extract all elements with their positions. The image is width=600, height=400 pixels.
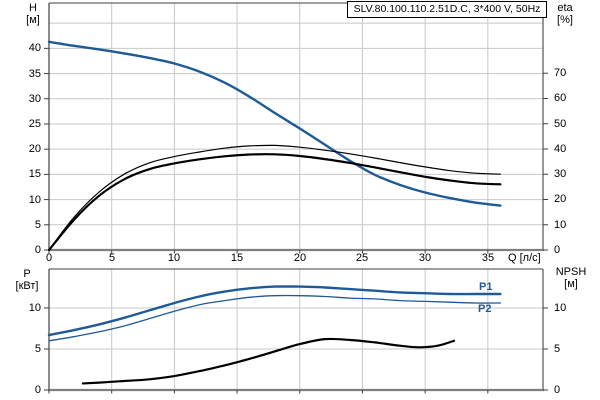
- pump-title: SLV.80.100.110.2.51D.C, 3*400 V, 50Hz: [353, 3, 541, 15]
- curve-P2: [48, 294, 502, 342]
- left-axis-tick-label: 0: [34, 384, 41, 396]
- left-axis-tick-label: 10: [28, 302, 41, 314]
- curve-NPSH: [81, 337, 456, 385]
- left-axis-tick-label: 0: [34, 244, 41, 256]
- npsh-axis-symbol: NPSH: [555, 266, 587, 278]
- h-axis-symbol: H: [29, 2, 37, 14]
- right-axis-tick-label: 20: [554, 193, 567, 205]
- left-axis-tick-label: 30: [28, 93, 41, 105]
- x-axis-tick-label: 5: [108, 252, 116, 264]
- x-axis-tick-label: 15: [230, 252, 244, 264]
- right-axis-tick-label: 5: [554, 343, 561, 355]
- left-axis-tick-label: 15: [28, 168, 41, 180]
- left-axis-tick-label: 5: [34, 219, 41, 231]
- right-axis-tick-label: 30: [554, 168, 567, 180]
- eta-axis-symbol: eta: [557, 2, 573, 14]
- x-axis-tick-label: 20: [293, 252, 307, 264]
- npsh-axis-label: NPSH [м]: [549, 266, 593, 290]
- right-axis-tick-label: 0: [554, 384, 561, 396]
- p-axis-unit: [кВт]: [15, 280, 39, 292]
- left-axis-tick-label: 5: [34, 343, 41, 355]
- curve-H: [47, 40, 502, 207]
- eta-axis-unit: [%]: [557, 14, 573, 26]
- left-axis-tick-label: 25: [28, 118, 41, 130]
- npsh-axis-unit: [м]: [564, 278, 578, 290]
- p1-curve-label: P1: [479, 281, 493, 293]
- x-axis-tick-label: 30: [418, 252, 432, 264]
- left-axis-tick-label: 10: [28, 194, 41, 206]
- pump-title-box: SLV.80.100.110.2.51D.C, 3*400 V, 50Hz: [347, 1, 547, 18]
- left-axis-tick-label: 40: [28, 42, 41, 54]
- p2-curve-label: P2: [478, 303, 492, 315]
- curve-eta_thin: [48, 144, 501, 251]
- left-axis-tick-label: 35: [28, 68, 41, 80]
- h-axis-unit: [м]: [26, 14, 40, 26]
- x-axis-tick-label: 25: [355, 252, 369, 264]
- x-axis-tick-label: 0: [45, 252, 53, 264]
- x-axis-tick-label: 35: [481, 252, 495, 264]
- p-axis-symbol: P: [23, 268, 31, 280]
- right-axis-tick-label: 60: [554, 92, 567, 104]
- right-axis-tick-label: 50: [554, 118, 567, 130]
- q-axis-label: Q [л/с]: [508, 252, 541, 264]
- eta-axis-label: eta [%]: [551, 2, 579, 26]
- right-axis-tick-label: 10: [554, 219, 567, 231]
- right-axis-tick-label: 70: [554, 67, 567, 79]
- p-axis-label: P [кВт]: [10, 268, 44, 292]
- h-axis-label: H [м]: [20, 2, 46, 26]
- x-axis-tick-label: 10: [167, 252, 181, 264]
- right-axis-tick-label: 40: [554, 143, 567, 155]
- right-axis-tick-label: 10: [554, 302, 567, 314]
- curve-eta_thick: [47, 153, 502, 252]
- right-axis-tick-label: 0: [554, 244, 561, 256]
- left-axis-tick-label: 20: [28, 143, 41, 155]
- curve-P1: [47, 285, 502, 337]
